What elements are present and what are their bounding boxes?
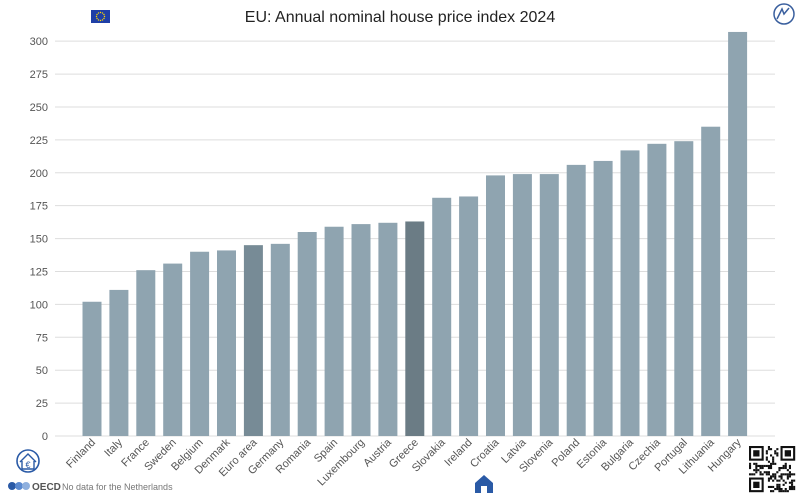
- x-axis-ticks: Finland ItalyFranceSwedenBelgiumDenmarkEu…: [64, 436, 744, 488]
- y-tick-label: 0: [42, 431, 48, 443]
- y-tick-label: 300: [30, 36, 48, 48]
- bar-slovenia: [539, 174, 559, 436]
- bar-greece: [405, 221, 425, 436]
- y-tick-label: 125: [30, 266, 48, 278]
- bar-denmark: [217, 250, 236, 436]
- bar-finland: [82, 301, 102, 436]
- bar-portugal: [674, 141, 694, 436]
- bar-ireland: [459, 196, 479, 436]
- oecd-logo-icon: [8, 482, 30, 490]
- bar-lithuania: [701, 126, 721, 436]
- bar-hungary: [728, 31, 748, 436]
- y-tick-label: 275: [30, 69, 48, 81]
- bar-germany: [270, 243, 290, 436]
- y-tick-label: 175: [30, 201, 48, 213]
- y-tick-label: 75: [36, 332, 48, 344]
- bars: [82, 31, 748, 437]
- bar-slovakia: [432, 197, 452, 436]
- y-tick-label: 250: [30, 102, 48, 114]
- qr-code-icon: [749, 446, 796, 493]
- euro-house-icon: €: [16, 449, 40, 473]
- y-axis-ticks: 0 25 50 75 100 125 150 175 200 225 250 275 300: [30, 36, 48, 443]
- house-icon: [475, 475, 493, 493]
- svg-text:€: €: [25, 460, 30, 470]
- y-tick-label: 225: [30, 135, 48, 147]
- x-tick-label: Finland: [64, 437, 98, 471]
- bar-romania: [297, 232, 317, 436]
- bar-luxembourg: [351, 224, 371, 436]
- chart-title: EU: Annual nominal house price index 202…: [245, 9, 556, 26]
- bar-sweden: [163, 263, 183, 436]
- x-tick-label: Croatia: [468, 436, 502, 470]
- bar-czechia: [647, 143, 667, 437]
- bar-croatia: [486, 175, 505, 437]
- eu-flag-icon: [91, 10, 110, 23]
- x-tick-label: Italy: [102, 436, 125, 459]
- bar-estonia: [593, 160, 613, 437]
- oecd-label: OECD: [32, 482, 61, 493]
- bar-bulgaria: [620, 150, 640, 436]
- y-tick-label: 25: [36, 398, 48, 410]
- wind-sign-icon: [773, 3, 795, 25]
- y-tick-label: 150: [30, 234, 48, 246]
- bar-latvia: [512, 174, 532, 436]
- bar-euro-area: [243, 245, 263, 436]
- bar-italy: [109, 289, 129, 436]
- bar-spain: [324, 226, 344, 436]
- y-tick-label: 50: [36, 365, 48, 377]
- bar-belgium: [190, 251, 210, 436]
- y-tick-label: 200: [30, 168, 48, 180]
- bar-france: [136, 270, 156, 436]
- bar-austria: [378, 222, 398, 436]
- bar-poland: [566, 164, 586, 436]
- footnote: No data for the Netherlands: [62, 482, 173, 492]
- y-tick-label: 100: [30, 299, 48, 311]
